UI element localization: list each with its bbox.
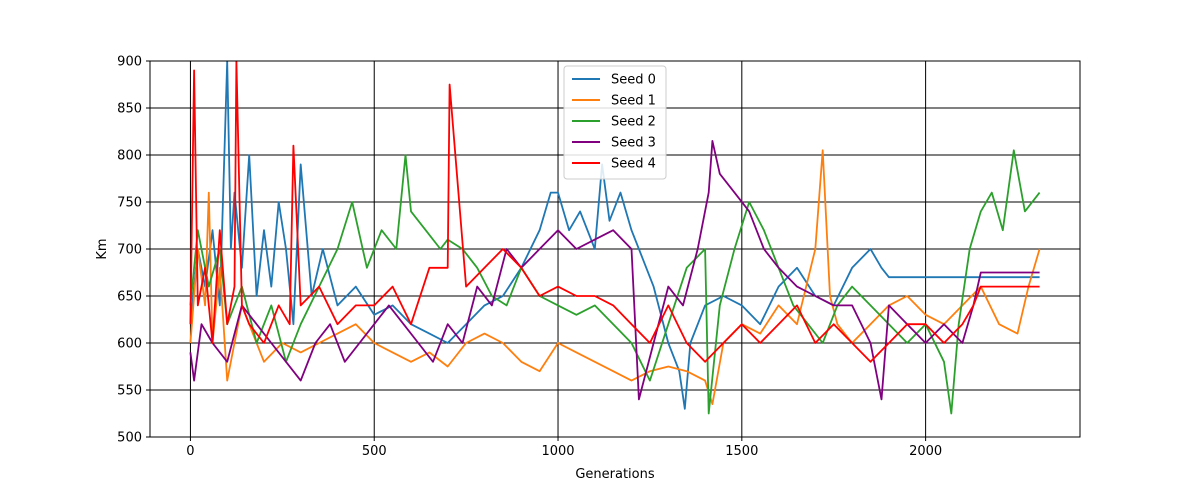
y-tick-label: 550 — [117, 384, 142, 399]
y-tick-label: 900 — [117, 55, 142, 70]
series-lines — [189, 61, 1041, 415]
legend-label: Seed 3 — [611, 136, 656, 151]
x-tick-label: 1500 — [725, 444, 758, 459]
series-line-seed-0 — [189, 61, 1040, 410]
x-tick-label: 1000 — [541, 444, 574, 459]
x-tick-label: 0 — [186, 444, 194, 459]
y-tick-label: 800 — [117, 149, 142, 164]
legend-label: Seed 2 — [611, 115, 656, 130]
x-axis-label: Generations — [575, 467, 655, 482]
y-tick-label: 500 — [117, 431, 142, 446]
legend-label: Seed 1 — [611, 94, 656, 109]
series-line-seed-2 — [189, 149, 1041, 415]
y-tick-label: 750 — [117, 196, 142, 211]
y-tick-label: 700 — [117, 243, 142, 258]
legend-label: Seed 0 — [611, 73, 656, 88]
series-line-seed-3 — [189, 139, 1040, 401]
legend-label: Seed 4 — [611, 157, 656, 172]
y-axis-label: Km — [95, 238, 110, 259]
y-tick-label: 600 — [117, 337, 142, 352]
legend-box — [563, 65, 667, 180]
x-tick-label: 500 — [362, 444, 387, 459]
x-tick-label: 2000 — [909, 444, 942, 459]
series-line-seed-4 — [189, 61, 1040, 363]
y-tick-label: 850 — [117, 102, 142, 117]
legend: Seed 0 Seed 1 Seed 2 Seed 3 Seed 4 — [563, 65, 667, 180]
y-tick-label: 650 — [117, 290, 142, 305]
ticks: 0 500 1000 1500 2000 500 550 600 650 700 750 800 850… — [117, 55, 942, 460]
